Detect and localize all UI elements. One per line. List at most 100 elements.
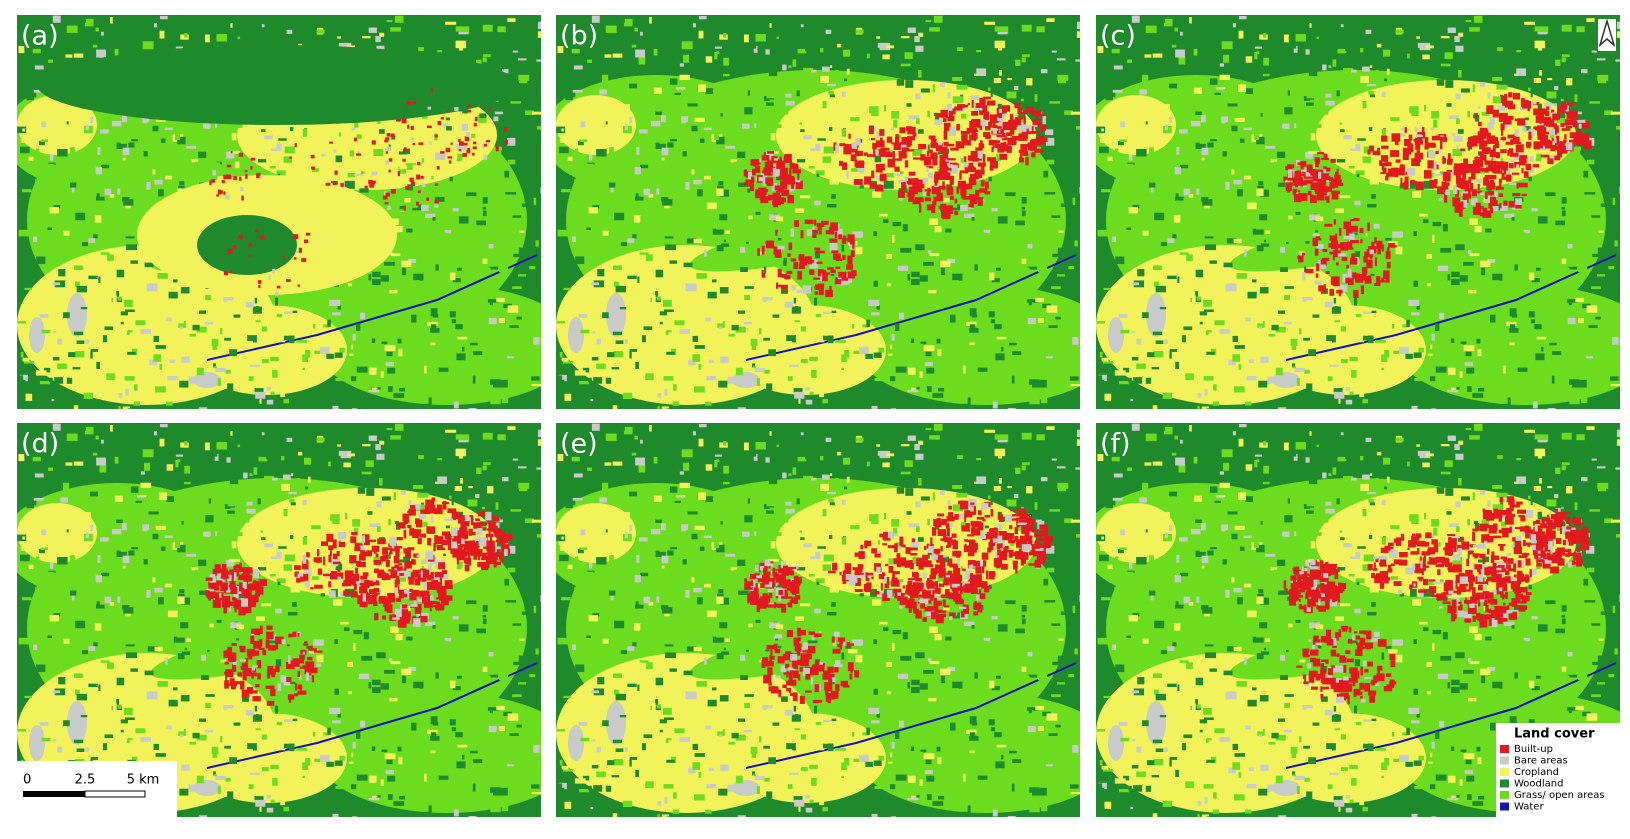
built-up-patch: [893, 588, 902, 594]
built-up-patch: [1522, 100, 1532, 109]
built-up-patch: [456, 558, 460, 565]
built-up-patch: [393, 555, 400, 564]
built-up-patch: [281, 639, 286, 645]
built-up-patch: [933, 596, 942, 600]
built-up-patch: [837, 644, 842, 648]
built-up-patch: [773, 636, 783, 639]
built-up-patch: [1380, 547, 1389, 553]
built-up-patch: [777, 268, 782, 278]
built-up-patch: [768, 686, 776, 692]
built-up-patch: [758, 176, 763, 182]
built-up-patch: [1040, 137, 1048, 142]
built-up-patch: [413, 529, 422, 533]
built-up-patch: [936, 518, 941, 524]
built-up-patch: [481, 510, 488, 517]
built-up-patch: [388, 596, 395, 603]
built-up-patch: [1391, 133, 1401, 142]
built-up-patch: [239, 176, 242, 181]
built-up-patch: [1550, 109, 1555, 113]
built-up-patch: [357, 561, 366, 568]
built-up-patch: [362, 593, 367, 602]
built-up-patch: [267, 665, 274, 675]
built-up-patch: [1004, 137, 1010, 140]
built-up-patch: [1517, 141, 1522, 144]
built-up-patch: [330, 570, 337, 574]
built-up-patch: [789, 599, 798, 604]
built-up-patch: [1415, 134, 1423, 138]
built-up-patch: [221, 563, 227, 571]
built-up-patch: [771, 196, 776, 200]
built-up-patch: [211, 178, 216, 183]
built-up-patch: [1329, 288, 1335, 296]
built-up-patch: [1316, 194, 1325, 201]
built-up-patch: [1385, 251, 1391, 260]
built-up-patch: [1509, 502, 1514, 511]
built-up-patch: [1581, 529, 1589, 532]
built-up-patch: [216, 596, 219, 600]
built-up-patch: [992, 125, 997, 134]
built-up-patch: [946, 528, 950, 537]
built-up-patch: [246, 668, 252, 677]
built-up-patch: [906, 126, 912, 131]
built-up-patch: [950, 108, 956, 115]
built-up-patch: [1483, 599, 1488, 607]
built-up-patch: [957, 104, 966, 108]
built-up-patch: [1534, 142, 1544, 149]
built-up-patch: [1285, 166, 1293, 171]
built-up-patch: [1363, 630, 1367, 635]
built-up-patch: [1494, 512, 1499, 519]
built-up-patch: [947, 158, 956, 161]
built-up-patch: [1422, 557, 1426, 564]
built-up-patch: [1518, 555, 1526, 559]
built-up-patch: [229, 569, 235, 579]
built-up-patch: [1383, 270, 1390, 279]
built-up-patch: [480, 522, 484, 527]
built-up-patch: [805, 673, 811, 680]
built-up-patch: [239, 645, 246, 653]
built-up-patch: [230, 576, 234, 583]
built-up-patch: [941, 172, 951, 181]
built-up-patch: [945, 532, 951, 542]
built-up-patch: [233, 592, 239, 599]
built-up-patch: [1496, 560, 1504, 567]
built-up-patch: [905, 149, 915, 152]
built-up-patch: [359, 601, 368, 608]
built-up-patch: [1327, 677, 1336, 685]
built-up-patch: [1342, 694, 1347, 701]
built-up-patch: [1472, 135, 1480, 143]
built-up-patch: [443, 553, 446, 557]
built-up-patch: [1563, 139, 1567, 144]
built-up-patch: [1021, 552, 1029, 560]
built-up-patch: [1412, 536, 1418, 543]
built-up-patch: [407, 547, 415, 551]
built-up-patch: [806, 229, 813, 236]
built-up-patch: [1031, 543, 1035, 550]
built-up-patch: [425, 499, 435, 509]
built-up-patch: [223, 596, 227, 603]
built-up-patch: [1364, 682, 1371, 692]
built-up-patch: [1447, 533, 1456, 537]
built-up-patch: [1383, 685, 1393, 692]
built-up-patch: [1401, 128, 1405, 131]
built-up-patch: [1316, 243, 1324, 249]
built-up-patch: [1416, 140, 1423, 145]
built-up-patch: [1335, 233, 1338, 243]
built-up-patch: [224, 661, 229, 665]
built-up-patch: [225, 195, 231, 200]
built-up-patch: [1308, 639, 1312, 642]
built-up-patch: [1439, 136, 1448, 142]
built-up-patch: [772, 567, 776, 577]
built-up-patch: [1008, 552, 1018, 557]
built-up-patch: [285, 677, 292, 685]
built-up-patch: [807, 259, 815, 263]
built-up-patch: [1566, 112, 1575, 119]
built-up-patch: [344, 570, 354, 576]
built-up-patch: [1566, 526, 1572, 530]
built-up-patch: [1331, 586, 1338, 595]
built-up-patch: [359, 582, 366, 586]
built-up-patch: [366, 550, 373, 553]
built-up-patch: [1507, 134, 1516, 139]
built-up-patch: [822, 272, 828, 282]
built-up-patch: [385, 137, 390, 141]
built-up-patch: [434, 183, 439, 186]
